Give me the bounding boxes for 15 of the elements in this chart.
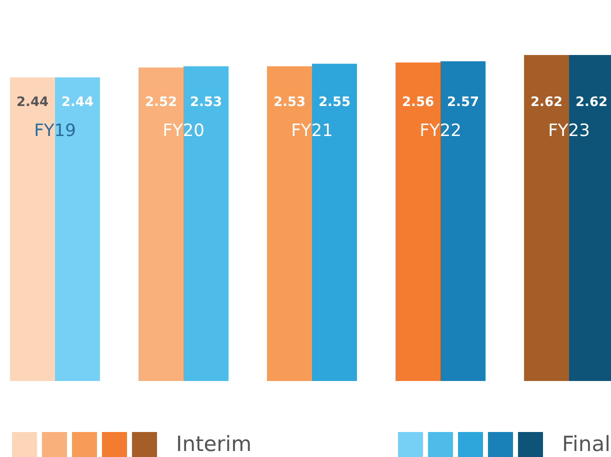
x-tick-label: FY23: [548, 121, 590, 141]
data-label: 2.56: [402, 95, 434, 110]
x-tick-label: FY21: [291, 121, 333, 141]
data-label: 2.44: [16, 95, 49, 110]
data-label: 2.53: [273, 95, 306, 110]
data-label: 2.53: [190, 95, 222, 110]
data-label: 2.62: [530, 95, 563, 110]
x-tick-label: FY22: [420, 121, 462, 141]
data-label: 2.55: [318, 95, 351, 110]
legend-label: Interim: [176, 432, 252, 457]
data-label: 2.57: [446, 95, 480, 110]
data-label: 2.44: [61, 95, 94, 110]
data-label: 2.52: [144, 95, 178, 110]
data-label: 2.62: [575, 95, 608, 110]
legend-label: Final: [562, 432, 610, 457]
